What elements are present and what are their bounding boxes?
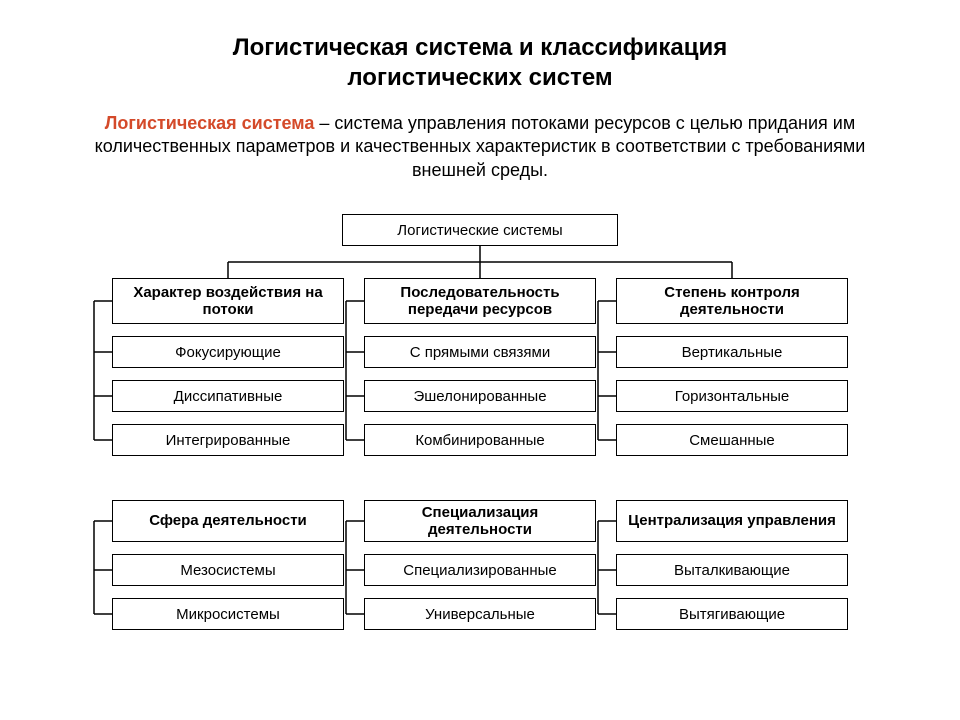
row1-col2-item: Вертикальные (616, 336, 848, 368)
row2-col1-item: Специализированные (364, 554, 596, 586)
row1-col2-header: Степень контроля деятельности (616, 278, 848, 324)
row2-col2-item: Выталкивающие (616, 554, 848, 586)
definition-paragraph: Логистическая система – система управлен… (80, 112, 880, 182)
row1-col1-item: Комбинированные (364, 424, 596, 456)
row1-col1-item: С прямыми связями (364, 336, 596, 368)
row1-col0-item: Фокусирующие (112, 336, 344, 368)
row2-col0-item: Микросистемы (112, 598, 344, 630)
row1-col0-header: Характер воздействия на потоки (112, 278, 344, 324)
row1-col1-item: Эшелонированные (364, 380, 596, 412)
page-title-line2: логистических систем (0, 64, 960, 92)
row2-col2-item: Вытягивающие (616, 598, 848, 630)
row2-col2-header: Централизация управления (616, 500, 848, 542)
row1-col0-item: Интегрированные (112, 424, 344, 456)
page-title-line1: Логистическая система и классификация (0, 34, 960, 62)
definition-term: Логистическая система (105, 113, 315, 133)
row1-col0-item: Диссипативные (112, 380, 344, 412)
row2-col0-header: Сфера деятельности (112, 500, 344, 542)
row2-col0-item: Мезосистемы (112, 554, 344, 586)
row2-col1-header: Специализация деятельности (364, 500, 596, 542)
root-node: Логистические системы (342, 214, 618, 246)
row2-col1-item: Универсальные (364, 598, 596, 630)
row1-col1-header: Последовательность передачи ресурсов (364, 278, 596, 324)
row1-col2-item: Смешанные (616, 424, 848, 456)
row1-col2-item: Горизонтальные (616, 380, 848, 412)
